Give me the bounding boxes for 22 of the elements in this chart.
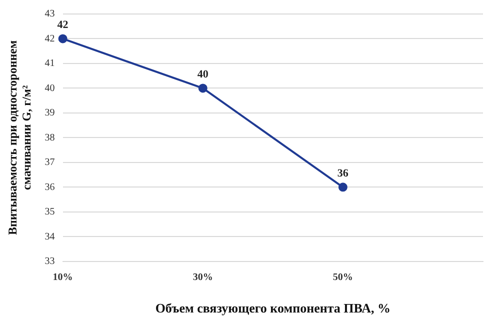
y-tick-label: 35 xyxy=(44,206,55,218)
y-tick-label: 38 xyxy=(44,132,55,144)
point xyxy=(198,84,208,93)
y-tick-label: 41 xyxy=(44,58,55,70)
point xyxy=(58,34,68,44)
y-axis-title: Впитываемость при одностороннем смачивании G, г/м² xyxy=(5,40,34,236)
y-tick-label: 43 xyxy=(44,8,55,20)
y-tick-label: 34 xyxy=(44,231,55,242)
y-tick-label: 42 xyxy=(44,33,55,44)
x-tick-label: 50% xyxy=(332,272,353,283)
x-tick-label: 10% xyxy=(52,272,73,283)
y-tick-label: 39 xyxy=(44,108,55,119)
x-tick-label: 30% xyxy=(192,272,213,283)
data-label: 42 xyxy=(57,19,69,32)
data-label: 36 xyxy=(337,168,349,180)
y-tick-label: 40 xyxy=(44,82,55,94)
y-tick-label: 33 xyxy=(44,256,55,268)
y-tick-label: 37 xyxy=(44,157,55,168)
x-axis-title: Объем связующего компонента ПВА, % xyxy=(155,300,390,316)
y-tick-label: 36 xyxy=(44,182,55,193)
point xyxy=(338,182,348,192)
data-label: 40 xyxy=(197,68,209,81)
